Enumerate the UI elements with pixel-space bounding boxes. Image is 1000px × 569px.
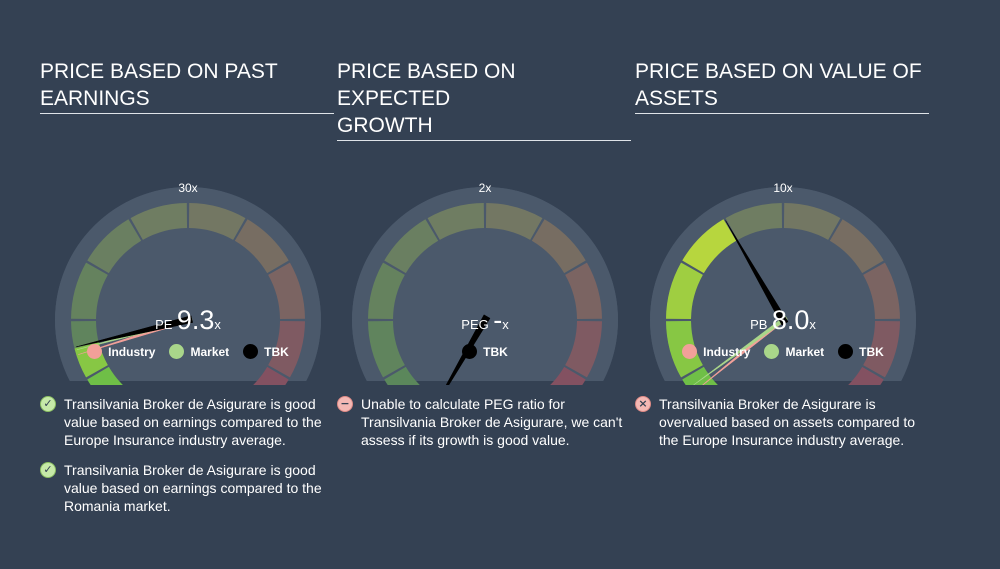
gauge-segment xyxy=(368,262,405,320)
legend-item-industry: Industry xyxy=(87,344,155,359)
gauge-segment xyxy=(71,262,108,320)
legend-swatch xyxy=(462,344,478,359)
metric-unit: x xyxy=(214,317,221,332)
gauge-segment xyxy=(848,366,884,385)
cross-icon: × xyxy=(635,396,651,412)
gauge-segment xyxy=(783,203,841,240)
metric-unit: x xyxy=(502,317,509,332)
peg-panel: PRICE BASED ON EXPECTED GROWTH 0x2x4x PE… xyxy=(337,0,633,569)
peg-value-readout: PEG -x xyxy=(337,305,633,336)
metric-label: PEG xyxy=(461,317,489,332)
pe-legend: Industry Market TBK xyxy=(40,344,336,362)
note-text: Transilvania Broker de Asigurare is good… xyxy=(64,462,322,514)
gauge-segment xyxy=(829,219,884,274)
metric-label: PB xyxy=(750,317,768,332)
metric-value: 8.0 xyxy=(771,305,810,335)
gauge-segment xyxy=(531,219,586,274)
legend-item-tbk: TBK xyxy=(462,344,508,359)
metric-unit: x xyxy=(809,317,816,332)
panel-title: PRICE BASED ON VALUE OF ASSETS xyxy=(635,58,929,114)
legend-label: Industry xyxy=(703,344,751,359)
tick-label-mid: 10x xyxy=(773,181,792,195)
pe-panel: PRICE BASED ON PAST EARNINGS 0x30x60x PE… xyxy=(40,0,336,569)
analysis-note: ✓ Transilvania Broker de Asigurare is goo… xyxy=(40,395,336,449)
tick-label-mid: 2x xyxy=(479,181,492,195)
pb-gauge: 0x10x20x xyxy=(635,181,931,385)
legend-swatch xyxy=(764,344,780,359)
gauge-segment xyxy=(268,320,305,378)
market-needle xyxy=(692,315,788,385)
legend-swatch xyxy=(169,344,185,359)
pe-value-readout: PE 9.3x xyxy=(40,305,336,336)
gauge-segment xyxy=(253,366,289,385)
gauge-segment xyxy=(234,219,289,274)
note-text: Transilvania Broker de Asigurare is over… xyxy=(659,396,916,448)
gauge-segment xyxy=(384,219,439,274)
pe-gauge: 0x30x60x xyxy=(40,181,336,385)
gauge-segment xyxy=(863,320,900,378)
pb-legend: Industry Market TBK xyxy=(635,344,931,362)
gauge-base-mask xyxy=(40,381,336,385)
metric-value: - xyxy=(493,305,503,335)
legend-item-tbk: TBK xyxy=(243,344,289,359)
tbk-needle xyxy=(725,220,789,326)
gauge-segment xyxy=(485,203,543,240)
metric-value: 9.3 xyxy=(176,305,215,335)
legend-swatch xyxy=(87,344,103,359)
legend-label: Market xyxy=(190,344,230,359)
peg-gauge: 0x2x4x xyxy=(337,181,633,385)
tick-label-mid: 30x xyxy=(178,181,197,195)
gauge-segment xyxy=(863,262,900,320)
legend-swatch xyxy=(682,344,698,359)
check-icon: ✓ xyxy=(40,396,56,412)
gauge-segment xyxy=(384,366,420,385)
gauge-segment xyxy=(565,262,602,320)
legend-label: TBK xyxy=(859,344,884,359)
legend-item-market: Market xyxy=(764,344,824,359)
legend-label: Market xyxy=(785,344,825,359)
legend-item-tbk: TBK xyxy=(838,344,884,359)
legend-item-industry: Industry xyxy=(682,344,750,359)
gauge-fill-segment xyxy=(682,219,737,274)
note-text: Transilvania Broker de Asigurare is good… xyxy=(64,396,322,448)
analysis-note: ✓ Transilvania Broker de Asigurare is goo… xyxy=(40,461,336,515)
panel-title: PRICE BASED ON EXPECTED GROWTH xyxy=(337,58,631,141)
gauge-fill-segment xyxy=(666,262,703,320)
legend-swatch xyxy=(243,344,259,359)
pb-panel: PRICE BASED ON VALUE OF ASSETS 0x10x20x … xyxy=(635,0,931,569)
legend-label: TBK xyxy=(483,344,508,359)
analysis-note: × Transilvania Broker de Asigurare is ove… xyxy=(635,395,931,449)
gauge-fill-segment xyxy=(87,366,123,385)
pb-value-readout: PB 8.0x xyxy=(635,305,931,336)
panel-title: PRICE BASED ON PAST EARNINGS xyxy=(40,58,334,114)
gauge-segment xyxy=(427,203,485,240)
metric-label: PE xyxy=(155,317,173,332)
pb-notes: × Transilvania Broker de Asigurare is ove… xyxy=(635,395,931,461)
gauge-segment xyxy=(368,320,405,378)
legend-swatch xyxy=(838,344,854,359)
gauge-segment xyxy=(550,366,586,385)
gauge-base-mask xyxy=(635,381,931,385)
gauge-segment xyxy=(565,320,602,378)
note-text: Unable to calculate PEG ratio for Transi… xyxy=(361,396,623,448)
legend-label: Industry xyxy=(108,344,156,359)
check-icon: ✓ xyxy=(40,462,56,478)
minus-icon: − xyxy=(337,396,353,412)
gauge-segment xyxy=(268,262,305,320)
legend-item-market: Market xyxy=(169,344,229,359)
peg-notes: − Unable to calculate PEG ratio for Trans… xyxy=(337,395,633,461)
gauge-base-mask xyxy=(337,381,633,385)
gauge-segment xyxy=(188,203,246,240)
peg-legend: TBK xyxy=(337,344,633,362)
gauge-segment xyxy=(725,203,783,240)
analysis-note: − Unable to calculate PEG ratio for Trans… xyxy=(337,395,633,449)
gauge-segment xyxy=(87,219,142,274)
tbk-needle xyxy=(76,315,194,348)
gauge-segment xyxy=(130,203,188,240)
pe-notes: ✓ Transilvania Broker de Asigurare is goo… xyxy=(40,395,336,527)
legend-label: TBK xyxy=(264,344,289,359)
